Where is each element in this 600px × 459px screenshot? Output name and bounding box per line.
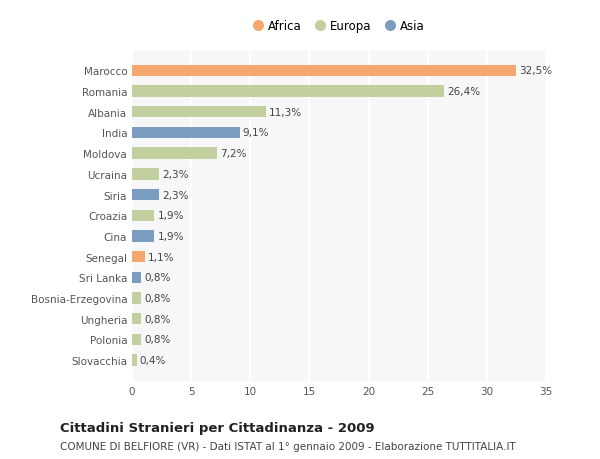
Bar: [132, 272, 142, 283]
Bar: [132, 148, 217, 159]
Bar: [132, 107, 266, 118]
Bar: [132, 66, 517, 77]
Bar: [132, 169, 159, 180]
Text: Cittadini Stranieri per Cittadinanza - 2009: Cittadini Stranieri per Cittadinanza - 2…: [60, 421, 374, 434]
Text: 2,3%: 2,3%: [162, 169, 188, 179]
Text: 0,8%: 0,8%: [145, 273, 171, 283]
Bar: [132, 128, 239, 139]
Legend: Africa, Europa, Asia: Africa, Europa, Asia: [254, 20, 424, 33]
Text: 32,5%: 32,5%: [520, 66, 553, 76]
Text: 7,2%: 7,2%: [220, 149, 247, 159]
Text: 26,4%: 26,4%: [447, 87, 481, 97]
Text: 2,3%: 2,3%: [162, 190, 188, 200]
Bar: [132, 210, 154, 221]
Text: 1,1%: 1,1%: [148, 252, 175, 262]
Text: 1,9%: 1,9%: [157, 231, 184, 241]
Bar: [132, 86, 444, 97]
Text: 0,4%: 0,4%: [140, 355, 166, 365]
Text: 1,9%: 1,9%: [157, 211, 184, 221]
Text: COMUNE DI BELFIORE (VR) - Dati ISTAT al 1° gennaio 2009 - Elaborazione TUTTITALI: COMUNE DI BELFIORE (VR) - Dati ISTAT al …: [60, 441, 516, 451]
Text: 9,1%: 9,1%: [242, 128, 269, 138]
Bar: [132, 355, 137, 366]
Text: 0,8%: 0,8%: [145, 314, 171, 324]
Bar: [132, 190, 159, 201]
Bar: [132, 334, 142, 345]
Bar: [132, 293, 142, 304]
Text: 0,8%: 0,8%: [145, 335, 171, 345]
Text: 11,3%: 11,3%: [269, 107, 302, 118]
Bar: [132, 313, 142, 325]
Bar: [132, 231, 154, 242]
Text: 0,8%: 0,8%: [145, 293, 171, 303]
Bar: [132, 252, 145, 263]
